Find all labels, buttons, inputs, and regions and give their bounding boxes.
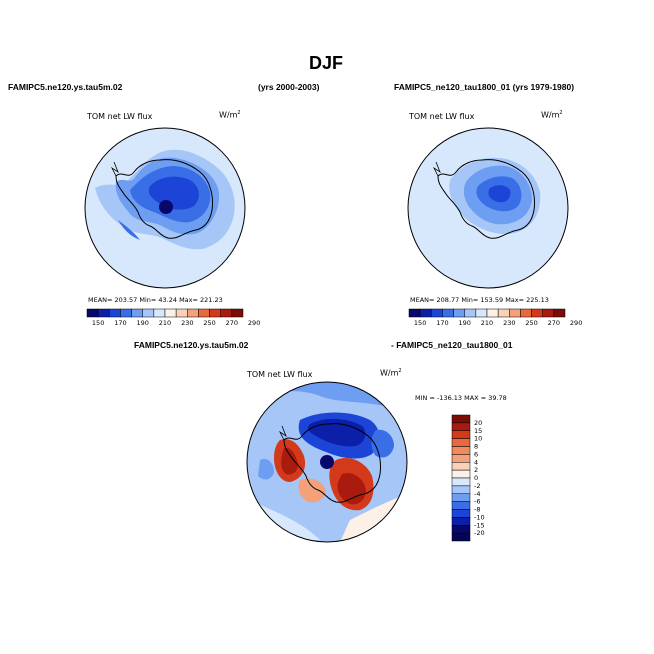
colorbar-swatch	[419, 308, 432, 318]
colorbar-swatch	[542, 308, 555, 318]
colorbar-tick-label: -15	[474, 521, 485, 529]
panel2-variable: TOM net LW flux	[409, 112, 475, 121]
colorbar-tick-label: -8	[474, 506, 480, 514]
colorbar-swatch	[231, 308, 244, 318]
colorbar-tick-label: 15	[474, 427, 482, 435]
colorbar-swatch	[497, 308, 510, 318]
panel1-variable: TOM net LW flux	[87, 112, 153, 121]
colorbar-tick-label: 210	[481, 319, 493, 327]
colorbar-swatch	[553, 308, 566, 318]
panel3-variable: TOM net LW flux	[247, 370, 313, 379]
colorbar-swatch	[153, 308, 166, 318]
colorbar-tick-label: 8	[474, 443, 478, 451]
colorbar-tick-label: 250	[203, 319, 215, 327]
right-case-label: FAMIPC5_ne120_tau1800_01 (yrs 1979-1980)	[394, 82, 575, 92]
colorbar-tick-label: 210	[159, 319, 171, 327]
colorbar-swatch	[451, 414, 471, 424]
map-panel-3	[246, 381, 408, 543]
colorbar-swatch	[198, 308, 210, 318]
colorbar-swatch	[209, 308, 221, 318]
colorbar-swatch	[120, 308, 132, 318]
colorbar-swatch	[451, 525, 471, 534]
colorbar-swatch	[451, 509, 471, 518]
panel1-units: W/m2	[219, 110, 241, 120]
colorbar-swatch	[442, 308, 454, 318]
figure-title: DJF	[309, 53, 344, 73]
colorbar-panel-1: 150 170 190 210 230 250 270 290	[86, 308, 260, 327]
panel1-stats: MEAN= 203.57 Min= 43.24 Max= 221.23	[88, 296, 223, 304]
colorbar-tick-label: 290	[570, 319, 582, 327]
left-case-label: FAMIPC5.ne120.ys.tau5m.02	[8, 82, 123, 92]
colorbar-swatch	[142, 308, 155, 318]
diff-case-b-label: - FAMIPC5_ne120_tau1800_01	[391, 340, 513, 350]
diff-case-a-label: FAMIPC5.ne120.ys.tau5m.02	[134, 340, 249, 350]
colorbar-tick-label: 170	[114, 319, 126, 327]
colorbar-tick-label: 20	[474, 419, 482, 427]
colorbar-swatch	[451, 462, 471, 471]
panel3-units: W/m2	[380, 368, 402, 378]
colorbar-tick-label: -10	[474, 513, 485, 521]
left-years-label: (yrs 2000-2003)	[258, 82, 320, 92]
colorbar-tick-label: 250	[525, 319, 537, 327]
colorbar-swatch	[475, 308, 488, 318]
map-panel-2	[407, 127, 569, 289]
colorbar-tick-label: 270	[548, 319, 560, 327]
colorbar-swatch	[431, 308, 443, 318]
colorbar-tick-label: 150	[92, 319, 104, 327]
colorbar-swatch	[453, 308, 465, 318]
colorbar-tick-label: 10	[474, 435, 482, 443]
panel2-units: W/m2	[541, 110, 563, 120]
colorbar-swatch	[451, 446, 471, 455]
colorbar-swatch	[109, 308, 121, 318]
colorbar-tick-label: -20	[474, 529, 485, 537]
colorbar-tick-label: 190	[137, 319, 149, 327]
colorbar-panel-2: 150 170 190 210 230 250 270 290	[408, 308, 582, 327]
colorbar-swatch	[451, 477, 471, 487]
colorbar-swatch	[164, 308, 177, 318]
colorbar-swatch	[451, 430, 471, 439]
panel2-stats: MEAN= 208.77 Min= 153.59 Max= 225.13	[410, 296, 549, 304]
colorbar-tick-label: 2	[474, 466, 478, 474]
colorbar-swatch	[451, 532, 471, 542]
colorbar-swatch	[520, 308, 532, 318]
colorbar-swatch	[451, 454, 471, 463]
colorbar-tick-label: 170	[436, 319, 448, 327]
map-panel-1	[84, 127, 246, 289]
colorbar-swatch	[451, 485, 471, 494]
colorbar-tick-label: -2	[474, 482, 480, 490]
colorbar-tick-label: 290	[248, 319, 260, 327]
panel3-stats: MIN = -136.13 MAX = 39.78	[415, 394, 507, 402]
colorbar-swatch	[175, 308, 188, 318]
colorbar-swatch	[464, 308, 477, 318]
colorbar-swatch	[509, 308, 521, 318]
colorbar-tick-label: 230	[503, 319, 515, 327]
colorbar-tick-label: -4	[474, 490, 480, 498]
colorbar-tick-label: 0	[474, 474, 478, 482]
colorbar-swatch	[486, 308, 499, 318]
colorbar-swatch	[408, 308, 421, 318]
colorbar-swatch	[451, 422, 471, 431]
colorbar-tick-label: 6	[474, 450, 478, 458]
colorbar-tick-label: 270	[226, 319, 238, 327]
colorbar-swatch	[451, 517, 471, 526]
colorbar-swatch	[220, 308, 233, 318]
colorbar-swatch	[451, 501, 471, 510]
colorbar-swatch	[531, 308, 543, 318]
colorbar-tick-label: 150	[414, 319, 426, 327]
colorbar-tick-label: 230	[181, 319, 193, 327]
colorbar-tick-label: 190	[459, 319, 471, 327]
colorbar-swatch	[86, 308, 99, 318]
colorbar-swatch	[451, 493, 471, 502]
colorbar-tick-label: -6	[474, 498, 480, 506]
colorbar-swatch	[451, 469, 471, 479]
colorbar-swatch	[451, 438, 471, 447]
colorbar-swatch	[131, 308, 143, 318]
colorbar-swatch	[187, 308, 199, 318]
colorbar-swatch	[97, 308, 110, 318]
colorbar-tick-label: 4	[474, 458, 478, 466]
